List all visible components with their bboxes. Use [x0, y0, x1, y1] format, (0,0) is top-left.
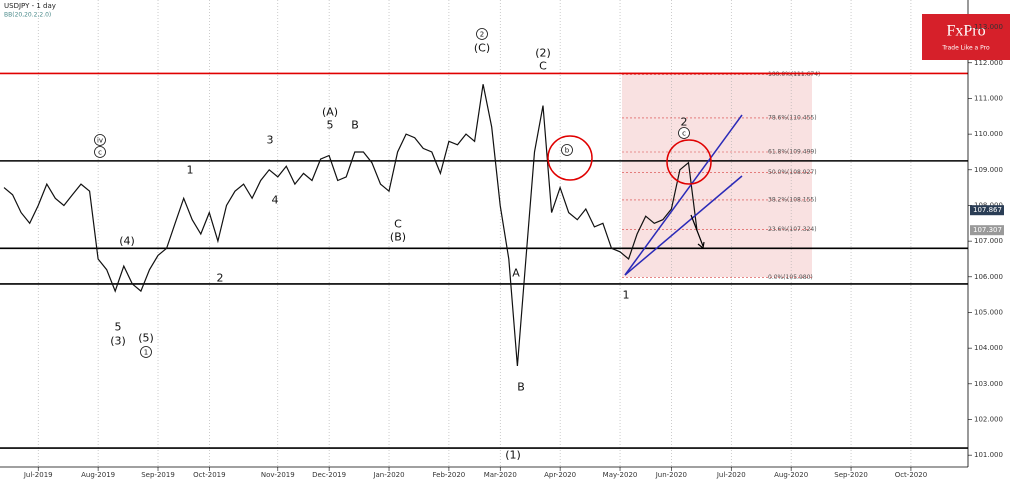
x-tick-label: Dec-2019 — [312, 471, 346, 479]
y-tick-label: 104.000 — [974, 344, 1003, 352]
x-tick-label: Oct-2020 — [895, 471, 927, 479]
y-tick-label: 109.000 — [974, 166, 1003, 174]
wave-label: c — [98, 149, 102, 157]
x-tick-label: Feb-2020 — [433, 471, 466, 479]
wave-circle — [94, 146, 106, 158]
indicator-label: BB(20,20.2,2.0) — [4, 12, 51, 19]
wave-label: 2 — [217, 272, 224, 285]
y-tick-label: 113.000 — [974, 23, 1003, 31]
logo: FxPro — [946, 23, 985, 40]
wave-label: 4 — [272, 194, 279, 207]
wave-label: 2 — [480, 31, 484, 39]
x-tick-label: Jun-2020 — [655, 471, 687, 479]
price-line — [3, 84, 698, 367]
wave-circle — [94, 134, 106, 146]
fib-label: 23.6%(107.324) — [768, 226, 817, 233]
x-tick-label: May-2020 — [603, 471, 638, 479]
price-tag-label: 107.867 — [973, 206, 1002, 214]
wave-label: C — [539, 60, 547, 73]
y-tick-label: 110.000 — [974, 130, 1003, 138]
wave-label: 2 — [681, 116, 688, 129]
fib-label: 100.0%(111.674) — [768, 71, 820, 78]
wave-label: 1 — [144, 349, 148, 357]
highlight-circle — [547, 135, 593, 181]
wave-circle — [476, 28, 488, 40]
chart-title: USDJPY - 1 day — [4, 2, 56, 10]
wave-circle — [678, 127, 690, 139]
wave-label: 5 — [115, 321, 122, 334]
y-tick-label: 101.000 — [974, 451, 1003, 459]
highlight-circle — [666, 139, 712, 185]
x-tick-label: Oct-2019 — [193, 471, 225, 479]
wave-label: C — [394, 218, 402, 231]
wave-label: (5) — [138, 332, 154, 345]
fib-label: 50.0%(108.927) — [768, 169, 817, 176]
price-tag — [970, 225, 1004, 236]
x-tick-label: Mar-2020 — [484, 471, 517, 479]
y-tick-label: 107.000 — [974, 237, 1003, 245]
x-tick-label: Sep-2019 — [141, 471, 175, 479]
wave-label: (C) — [474, 42, 490, 55]
wave-circle — [561, 144, 573, 156]
logo-box — [922, 14, 1010, 60]
y-tick-label: 103.000 — [974, 380, 1003, 388]
x-tick-label: Jul-2019 — [23, 471, 53, 479]
channel-line — [624, 175, 743, 276]
fib-label: 61.8%(109.499) — [768, 148, 817, 155]
wave-label: c — [682, 130, 686, 138]
x-tick-label: Nov-2019 — [261, 471, 295, 479]
wave-label: B — [517, 381, 525, 394]
y-tick-label: 105.000 — [974, 308, 1003, 316]
plot: 100.0%(111.674) 78.6%(110.455) 61.8%(109.4… — [0, 0, 968, 467]
wave-circle — [140, 346, 152, 358]
wave-label: (2) — [535, 47, 551, 60]
y-tick-label: 112.000 — [974, 59, 1003, 67]
wave-label: (B) — [390, 231, 406, 244]
x-tick-label: Aug-2020 — [774, 471, 808, 479]
wave-label: 5 — [327, 119, 334, 132]
fib-zone — [622, 72, 812, 277]
fib-label: 38.2%(108.155) — [768, 196, 817, 203]
x-tick-label: Apr-2020 — [544, 471, 576, 479]
wave-label: (1) — [505, 449, 521, 462]
wave-label: 1 — [623, 289, 630, 302]
y-tick-label: 111.000 — [974, 94, 1003, 102]
channel-line — [624, 114, 743, 276]
y-tick-label: 106.000 — [974, 273, 1003, 281]
wave-label: (A) — [322, 106, 338, 119]
wave-label: 3 — [267, 134, 274, 147]
arrow — [690, 214, 705, 250]
x-tick-label: Jul-2020 — [716, 471, 746, 479]
price-tag-label: 107.307 — [973, 226, 1002, 234]
price-tag — [970, 205, 1004, 216]
fib-label: 0.0%(105.980) — [768, 274, 813, 281]
x-tick-label: Jan-2020 — [372, 471, 404, 479]
fib-label: 78.6%(110.455) — [768, 114, 817, 121]
wave-label: A — [512, 267, 520, 280]
x-tick-label: Sep-2020 — [834, 471, 868, 479]
wave-label: b — [565, 147, 570, 155]
wave-label: B — [351, 119, 359, 132]
wave-label: (3) — [110, 335, 126, 348]
x-tick-label: Aug-2019 — [81, 471, 115, 479]
wave-label: (4) — [119, 235, 135, 248]
y-tick-label: 102.000 — [974, 415, 1003, 423]
wave-label: iv — [97, 137, 103, 145]
wave-label: 1 — [187, 164, 194, 177]
logo-tagline: Trade Like a Pro — [941, 45, 990, 52]
